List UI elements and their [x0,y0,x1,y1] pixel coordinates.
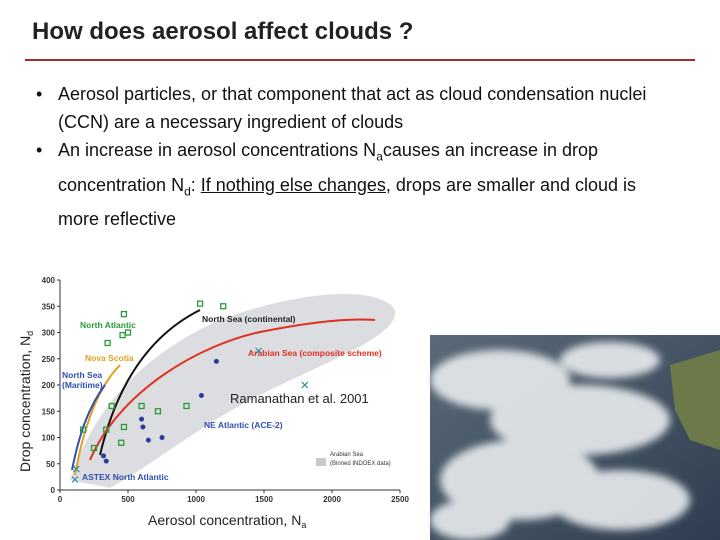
dot-point [145,437,151,443]
square-point [120,423,128,431]
x-tick-label: 500 [121,495,135,504]
cross-point [72,465,80,473]
bullet-text: , drops are smaller and cloud is more re… [58,174,637,230]
title-rule [25,59,695,61]
x-tick-label: 2000 [323,495,341,504]
legend-label: (Binned INDOEX data) [330,461,391,467]
dot-point [140,424,146,430]
y-tick-label: 300 [42,329,56,338]
dot-point [139,416,145,422]
bullet: Aerosol particles, or that component tha… [30,80,680,136]
subscript: a [376,149,383,164]
annotation: ASTEX North Atlantic [82,472,169,482]
y-tick-label: 150 [42,407,56,416]
square-point [79,426,87,433]
y-tick-label: 200 [42,381,56,390]
y-tick-label: 0 [51,486,56,495]
bullet-text: causes an increase in drop concentration… [58,140,599,195]
dot-point [101,453,107,459]
cross-point [71,476,79,483]
bullet-text: If nothing else changes [200,174,386,195]
bullet-text: An increase in aerosol concentrations N [58,140,377,160]
data-band [70,293,396,488]
square-point [183,402,190,410]
x-tick-label: 1500 [255,495,273,504]
cross-point [301,381,309,389]
square-point [120,310,128,318]
square-point [108,402,115,410]
bullet-text: : [190,174,201,195]
square-point [104,339,111,347]
bullets: Aerosol particles, or that component tha… [30,80,680,233]
legend-swatch [316,458,326,466]
square-point [220,303,227,310]
subscript: a [301,520,306,530]
dot-point [198,393,204,398]
annotation: Arabian Sea (composite scheme) [248,348,382,358]
cross-point [255,347,262,355]
label-text: Drop concentration, N [17,336,33,472]
citation: Ramanathan et al. 2001 [230,391,369,406]
x-axis-label: Aerosol concentration, Na [148,512,306,530]
square-point [154,408,162,415]
annotation: NE Atlantic (ACE-2) [204,420,283,430]
annotation: North Sea [62,370,102,380]
y-tick-label: 100 [42,434,56,443]
subscript: d [184,184,191,199]
square-point [119,331,126,339]
square-point [138,402,145,410]
annotation: North Sea (continental) [202,314,296,324]
label-text: Aerosol concentration, N [148,512,301,528]
square-point [90,444,98,452]
x-tick-label: 1000 [187,495,205,504]
fit-curve [89,318,376,461]
legend-label: Arabian Sea [330,452,364,458]
y-tick-label: 350 [42,302,56,311]
x-tick-label: 2500 [391,495,409,504]
dot-point [159,435,165,440]
annotation: (Maritime) [62,380,103,390]
y-tick-label: 250 [42,355,56,364]
dot-point [103,458,109,464]
x-tick-label: 0 [58,495,63,504]
fit-curve [71,384,106,471]
satellite-image [430,335,720,540]
y-axis-label: Drop concentration, Nd [17,331,35,472]
square-point [118,439,125,446]
subscript: d [25,331,35,336]
bullet-text: Aerosol particles, or that component tha… [58,84,647,132]
square-point [103,426,110,433]
fit-curve [74,364,121,476]
square-point [196,300,204,307]
title: How does aerosol affect clouds ? [32,18,414,45]
dot-point [213,358,219,364]
annotation: North Atlantic [80,320,136,330]
y-tick-label: 50 [46,460,55,469]
y-tick-label: 400 [42,276,56,285]
annotation: Nova Scotia [85,353,134,363]
bullet: An increase in aerosol concentrations Na… [30,136,680,233]
